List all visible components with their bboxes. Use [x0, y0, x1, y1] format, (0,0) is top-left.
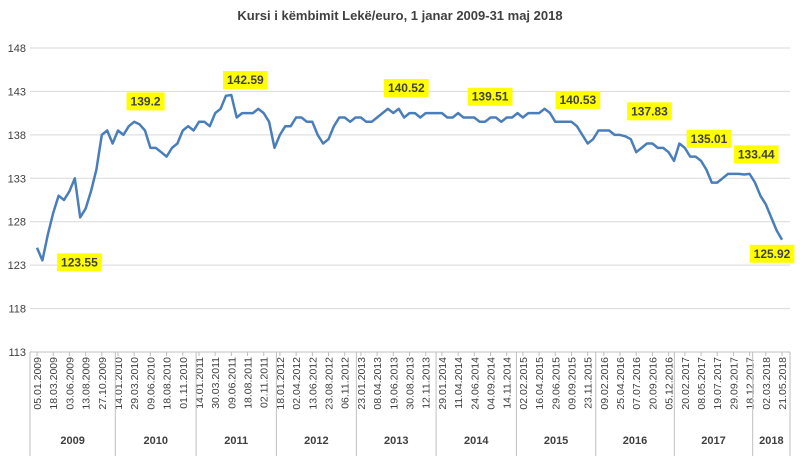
x-tick-label: 13.06.2012 — [307, 357, 319, 410]
value-label-box — [57, 253, 102, 272]
y-tick-label: 148 — [8, 43, 26, 55]
year-label: 2016 — [623, 435, 647, 447]
x-tick-label: 09.02.2016 — [599, 357, 611, 410]
year-label: 2013 — [384, 435, 408, 447]
x-tick-label: 14.01.2011 — [194, 357, 206, 409]
x-tick-label: 06.11.2012 — [340, 357, 352, 409]
x-tick-label: 03.06.2009 — [64, 357, 76, 410]
y-tick-label: 113 — [8, 347, 26, 359]
value-label: 123.55 — [57, 253, 102, 272]
y-tick-label: 123 — [8, 260, 26, 272]
value-label: 139.51 — [467, 87, 513, 106]
data-line — [35, 93, 784, 262]
value-label-text: 137.83 — [631, 104, 668, 118]
x-tick-label: 29.09.2017 — [728, 357, 740, 410]
value-label-box — [555, 90, 601, 109]
x-tick-label: 05.01.2009 — [32, 357, 44, 410]
value-label-box — [126, 92, 165, 111]
x-tick-label: 14.01.2010 — [113, 357, 125, 410]
value-label: 142.59 — [222, 70, 268, 89]
year-label: 2011 — [224, 435, 248, 447]
value-label-box — [467, 87, 513, 106]
x-tick-label: 08.05.2017 — [696, 357, 708, 410]
value-label: 133.44 — [733, 145, 779, 164]
value-label-box — [686, 129, 732, 148]
x-tick-label: 24.06.2014 — [469, 357, 481, 410]
value-label-text: 125.92 — [754, 247, 791, 261]
value-label-box — [222, 70, 268, 89]
x-tick-label: 18.01.2012 — [275, 357, 287, 410]
value-label-text: 140.52 — [388, 81, 425, 95]
value-label-box — [627, 102, 672, 121]
x-tick-label: 20.09.2016 — [647, 357, 659, 410]
x-tick-label: 20.02.2017 — [680, 357, 692, 410]
x-tick-label: 16.04.2015 — [534, 357, 546, 410]
y-tick-label: 138 — [8, 130, 26, 142]
x-tick-label: 13.08.2009 — [81, 357, 93, 410]
x-tick-label: 09.06.2011 — [226, 357, 238, 409]
x-tick-label: 08.04.2013 — [372, 357, 384, 410]
y-tick-label: 118 — [8, 304, 26, 316]
chart-title: Kursi i këmbimit Lekë/euro, 1 janar 2009… — [237, 8, 562, 23]
value-label-text: 123.55 — [61, 255, 98, 269]
value-label-text: 142.59 — [227, 73, 264, 87]
y-tick-label: 133 — [8, 173, 26, 185]
x-tick-label: 11.04.2014 — [453, 357, 465, 409]
year-label: 2010 — [143, 435, 167, 447]
x-tick-label: 23.01.2013 — [356, 357, 368, 410]
x-tick-label: 30.03.2011 — [210, 357, 222, 409]
x-tick-label: 27.10.2009 — [97, 357, 109, 410]
x-tick-label: 18.08.2011 — [243, 357, 255, 409]
year-label: 2014 — [464, 435, 489, 447]
year-label: 2018 — [759, 435, 783, 447]
x-tick-label: 23.11.2015 — [583, 357, 595, 409]
value-label: 140.52 — [383, 78, 429, 97]
year-label: 2015 — [544, 435, 568, 447]
value-label: 139.2 — [126, 92, 165, 111]
x-tick-label: 18.12.2017 — [745, 357, 757, 410]
x-tick-label: 09.09.2015 — [566, 357, 578, 410]
x-tick-label: 09.06.2010 — [145, 357, 157, 410]
x-tick-label: 19.06.2013 — [388, 357, 400, 410]
x-tick-label: 29.06.2015 — [550, 357, 562, 410]
x-tick-label: 29.03.2010 — [129, 357, 141, 410]
x-tick-label: 30.08.2013 — [405, 357, 417, 410]
x-tick-label: 01.11.2010 — [178, 357, 190, 409]
x-tick-label: 02.02.2015 — [518, 357, 530, 410]
x-tick-label: 25.04.2016 — [615, 357, 627, 410]
y-tick-label: 128 — [8, 217, 26, 229]
x-tick-label: 29.01.2014 — [437, 357, 449, 410]
value-label-text: 140.53 — [560, 93, 597, 107]
value-label: 135.01 — [686, 129, 732, 148]
year-label: 2012 — [304, 435, 328, 447]
year-label: 2017 — [701, 435, 725, 447]
x-tick-label: 14.11.2014 — [502, 357, 514, 409]
value-label-box — [733, 145, 779, 164]
x-tick-label: 23.08.2012 — [324, 357, 336, 410]
x-tick-label: 18.03.2009 — [48, 357, 60, 410]
x-tick-label: 18.08.2010 — [162, 357, 174, 410]
x-tick-label: 21.05.2018 — [777, 357, 789, 410]
value-label: 125.92 — [749, 244, 795, 263]
x-tick-label: 02.11.2011 — [259, 357, 271, 408]
value-label-box — [749, 244, 795, 263]
x-tick-label: 05.12.2016 — [664, 357, 676, 410]
y-tick-label: 143 — [8, 86, 26, 98]
value-label: 137.83 — [627, 102, 672, 121]
x-tick-label: 07.07.2016 — [631, 357, 643, 410]
value-label-text: 139.2 — [131, 94, 161, 108]
value-label-text: 135.01 — [691, 132, 728, 146]
x-tick-label: 02.03.2018 — [761, 357, 773, 410]
year-label: 2009 — [60, 435, 84, 447]
x-tick-label: 19.07.2017 — [712, 357, 724, 410]
value-label-text: 139.51 — [472, 90, 509, 104]
value-label-box — [383, 78, 429, 97]
x-tick-label: 12.11.2013 — [421, 357, 433, 409]
value-label: 140.53 — [555, 90, 601, 109]
value-label-text: 133.44 — [738, 147, 775, 161]
x-tick-label: 02.04.2012 — [291, 357, 303, 410]
x-tick-label: 04.09.2014 — [485, 357, 497, 410]
